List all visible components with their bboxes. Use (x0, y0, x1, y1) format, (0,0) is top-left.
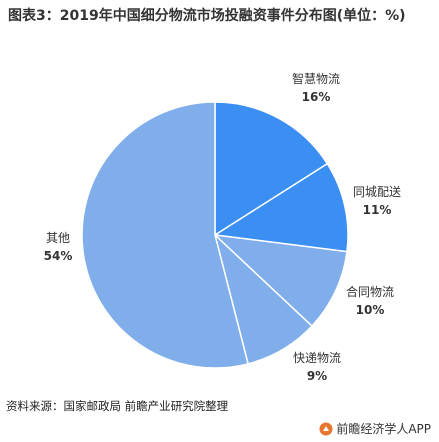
pie-slice-3 (212, 233, 348, 328)
slice-label-value-4: 9% (307, 369, 327, 383)
slice-label-name-4: 快递物流 (293, 351, 341, 365)
slice-label-name-1: 智慧物流 (292, 71, 340, 86)
source-note: 资料来源：国家邮政局 前瞻产业研究院整理 (6, 399, 229, 413)
slice-label-name-5: 其他 (46, 231, 70, 245)
pie-slice-2 (212, 162, 349, 253)
brand-mark: 前瞻经济学人APP (319, 420, 431, 437)
slice-label-name-3: 合同物流 (346, 284, 394, 299)
brand-text: 前瞻经济学人APP (336, 422, 431, 436)
slice-label-value-1: 16% (302, 90, 331, 104)
slice-label-value-2: 11% (363, 203, 392, 217)
pie-slice-1 (214, 101, 329, 237)
pie-slice-5 (81, 101, 249, 369)
chart-title: 图表3：2019年中国细分物流市场投融资事件分布图(单位：%) (8, 8, 406, 24)
pie-slices (81, 101, 349, 369)
slice-label-name-2: 同城配送 (353, 184, 401, 199)
slice-label-value-5: 54% (44, 249, 73, 263)
slice-label-value-3: 10% (356, 303, 385, 317)
brand-logo-icon (319, 422, 333, 435)
pie-labels: 智慧物流 16% 同城配送 11% 合同物流 10% 快递物流 9% 其他 54% (44, 71, 401, 383)
